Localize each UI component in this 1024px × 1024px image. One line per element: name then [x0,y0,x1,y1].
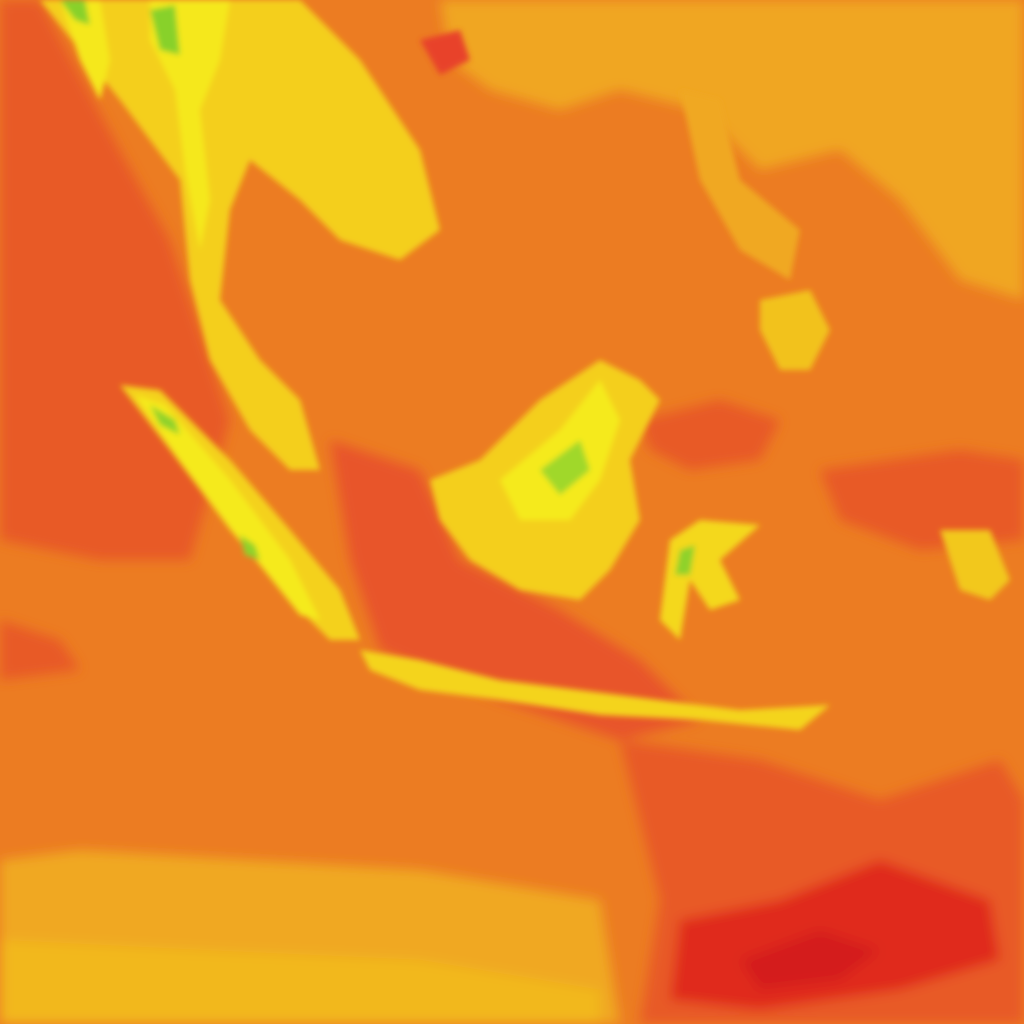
borneo-highlands [500,380,620,520]
sumatra-ridge [135,395,320,620]
eastern-island [940,530,1010,600]
philippines [680,90,800,280]
java-lesser-sunda [360,650,830,730]
borneo-peaks [540,440,590,495]
hot-zone-celebes [640,400,780,470]
hot-spot-north [420,30,470,75]
hot-zone-sw [0,620,80,680]
sumatra-peaks [150,405,260,560]
mainland-indochina [40,0,440,470]
land-zones [40,0,1010,730]
warm-zone-north-east [440,0,1024,300]
highlands-north [60,0,230,250]
sulawesi-peak [675,545,695,575]
cool-zone-south-inner [0,940,600,1024]
hot-zone-australia-core [740,930,880,990]
hot-zone-banda [820,450,1024,550]
peaks-north [60,0,180,55]
mindanao [760,290,830,370]
